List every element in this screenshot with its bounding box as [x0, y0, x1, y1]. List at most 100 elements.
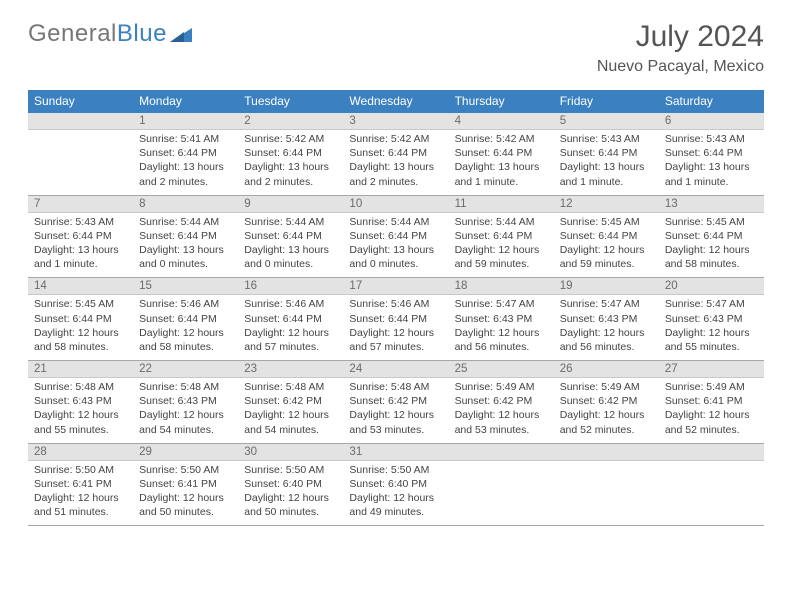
- header: GeneralBlue July 2024 Nuevo Pacayal, Mex…: [28, 20, 764, 76]
- day-cell: Sunrise: 5:44 AMSunset: 6:44 PMDaylight:…: [238, 212, 343, 278]
- content-row: Sunrise: 5:41 AMSunset: 6:44 PMDaylight:…: [28, 130, 764, 196]
- daylight-line: Daylight: 12 hours and 50 minutes.: [139, 491, 232, 519]
- day-number: 6: [659, 113, 764, 130]
- day-cell: Sunrise: 5:47 AMSunset: 6:43 PMDaylight:…: [659, 295, 764, 361]
- sunset-line: Sunset: 6:44 PM: [455, 146, 548, 160]
- day-number: 7: [28, 195, 133, 212]
- calendar-table: Sunday Monday Tuesday Wednesday Thursday…: [28, 90, 764, 526]
- day-cell: Sunrise: 5:50 AMSunset: 6:41 PMDaylight:…: [133, 460, 238, 526]
- sunset-line: Sunset: 6:44 PM: [34, 229, 127, 243]
- sunset-line: Sunset: 6:44 PM: [139, 229, 232, 243]
- sunrise-line: Sunrise: 5:48 AM: [139, 380, 232, 394]
- weekday-header: Tuesday: [238, 90, 343, 113]
- weekday-header-row: Sunday Monday Tuesday Wednesday Thursday…: [28, 90, 764, 113]
- day-cell: [28, 130, 133, 196]
- day-cell: Sunrise: 5:48 AMSunset: 6:42 PMDaylight:…: [343, 378, 448, 444]
- daynum-row: 123456: [28, 113, 764, 130]
- day-number: 25: [449, 361, 554, 378]
- day-number: 23: [238, 361, 343, 378]
- daylight-line: Daylight: 12 hours and 53 minutes.: [349, 408, 442, 436]
- day-cell: Sunrise: 5:44 AMSunset: 6:44 PMDaylight:…: [343, 212, 448, 278]
- sunrise-line: Sunrise: 5:44 AM: [244, 215, 337, 229]
- daylight-line: Daylight: 12 hours and 58 minutes.: [139, 326, 232, 354]
- sunset-line: Sunset: 6:43 PM: [560, 312, 653, 326]
- day-cell: [554, 460, 659, 526]
- day-cell: Sunrise: 5:43 AMSunset: 6:44 PMDaylight:…: [554, 130, 659, 196]
- sunset-line: Sunset: 6:44 PM: [244, 146, 337, 160]
- daylight-line: Daylight: 12 hours and 58 minutes.: [665, 243, 758, 271]
- daylight-line: Daylight: 12 hours and 56 minutes.: [560, 326, 653, 354]
- content-row: Sunrise: 5:48 AMSunset: 6:43 PMDaylight:…: [28, 378, 764, 444]
- sunrise-line: Sunrise: 5:48 AM: [34, 380, 127, 394]
- logo-triangle-icon: [170, 26, 192, 42]
- sunset-line: Sunset: 6:42 PM: [560, 394, 653, 408]
- day-number: 29: [133, 443, 238, 460]
- daylight-line: Daylight: 12 hours and 54 minutes.: [139, 408, 232, 436]
- sunrise-line: Sunrise: 5:45 AM: [560, 215, 653, 229]
- sunrise-line: Sunrise: 5:47 AM: [560, 297, 653, 311]
- weekday-header: Sunday: [28, 90, 133, 113]
- sunrise-line: Sunrise: 5:41 AM: [139, 132, 232, 146]
- day-cell: Sunrise: 5:46 AMSunset: 6:44 PMDaylight:…: [133, 295, 238, 361]
- sunset-line: Sunset: 6:44 PM: [139, 312, 232, 326]
- sunset-line: Sunset: 6:43 PM: [665, 312, 758, 326]
- day-cell: Sunrise: 5:47 AMSunset: 6:43 PMDaylight:…: [554, 295, 659, 361]
- sunrise-line: Sunrise: 5:43 AM: [34, 215, 127, 229]
- day-number: 22: [133, 361, 238, 378]
- day-number: 5: [554, 113, 659, 130]
- sunrise-line: Sunrise: 5:50 AM: [349, 463, 442, 477]
- sunset-line: Sunset: 6:42 PM: [349, 394, 442, 408]
- day-cell: Sunrise: 5:45 AMSunset: 6:44 PMDaylight:…: [659, 212, 764, 278]
- day-cell: Sunrise: 5:41 AMSunset: 6:44 PMDaylight:…: [133, 130, 238, 196]
- day-number: [449, 443, 554, 460]
- weekday-header: Wednesday: [343, 90, 448, 113]
- weekday-header: Friday: [554, 90, 659, 113]
- day-cell: Sunrise: 5:45 AMSunset: 6:44 PMDaylight:…: [554, 212, 659, 278]
- sunset-line: Sunset: 6:41 PM: [34, 477, 127, 491]
- weekday-header: Saturday: [659, 90, 764, 113]
- sunrise-line: Sunrise: 5:49 AM: [665, 380, 758, 394]
- sunset-line: Sunset: 6:43 PM: [34, 394, 127, 408]
- sunset-line: Sunset: 6:44 PM: [139, 146, 232, 160]
- daynum-row: 14151617181920: [28, 278, 764, 295]
- sunrise-line: Sunrise: 5:50 AM: [139, 463, 232, 477]
- daylight-line: Daylight: 12 hours and 50 minutes.: [244, 491, 337, 519]
- day-number: 9: [238, 195, 343, 212]
- day-cell: [449, 460, 554, 526]
- month-title: July 2024: [597, 20, 764, 54]
- sunset-line: Sunset: 6:41 PM: [665, 394, 758, 408]
- sunrise-line: Sunrise: 5:42 AM: [455, 132, 548, 146]
- sunset-line: Sunset: 6:40 PM: [244, 477, 337, 491]
- sunset-line: Sunset: 6:44 PM: [560, 229, 653, 243]
- sunset-line: Sunset: 6:44 PM: [560, 146, 653, 160]
- day-number: 18: [449, 278, 554, 295]
- day-number: 11: [449, 195, 554, 212]
- day-number: 27: [659, 361, 764, 378]
- daylight-line: Daylight: 13 hours and 1 minute.: [34, 243, 127, 271]
- sunset-line: Sunset: 6:43 PM: [455, 312, 548, 326]
- daylight-line: Daylight: 12 hours and 49 minutes.: [349, 491, 442, 519]
- sunrise-line: Sunrise: 5:42 AM: [244, 132, 337, 146]
- day-number: 2: [238, 113, 343, 130]
- day-number: 19: [554, 278, 659, 295]
- location: Nuevo Pacayal, Mexico: [597, 58, 764, 76]
- daylight-line: Daylight: 13 hours and 2 minutes.: [139, 160, 232, 188]
- sunrise-line: Sunrise: 5:42 AM: [349, 132, 442, 146]
- day-number: 12: [554, 195, 659, 212]
- daylight-line: Daylight: 13 hours and 1 minute.: [455, 160, 548, 188]
- day-number: 8: [133, 195, 238, 212]
- day-number: [554, 443, 659, 460]
- day-cell: Sunrise: 5:50 AMSunset: 6:40 PMDaylight:…: [238, 460, 343, 526]
- day-cell: Sunrise: 5:50 AMSunset: 6:41 PMDaylight:…: [28, 460, 133, 526]
- day-cell: Sunrise: 5:49 AMSunset: 6:41 PMDaylight:…: [659, 378, 764, 444]
- day-number: 13: [659, 195, 764, 212]
- daylight-line: Daylight: 12 hours and 51 minutes.: [34, 491, 127, 519]
- daylight-line: Daylight: 12 hours and 59 minutes.: [455, 243, 548, 271]
- day-number: 24: [343, 361, 448, 378]
- sunrise-line: Sunrise: 5:48 AM: [244, 380, 337, 394]
- day-number: 16: [238, 278, 343, 295]
- sunrise-line: Sunrise: 5:47 AM: [455, 297, 548, 311]
- sunset-line: Sunset: 6:44 PM: [34, 312, 127, 326]
- day-number: [659, 443, 764, 460]
- sunset-line: Sunset: 6:44 PM: [349, 312, 442, 326]
